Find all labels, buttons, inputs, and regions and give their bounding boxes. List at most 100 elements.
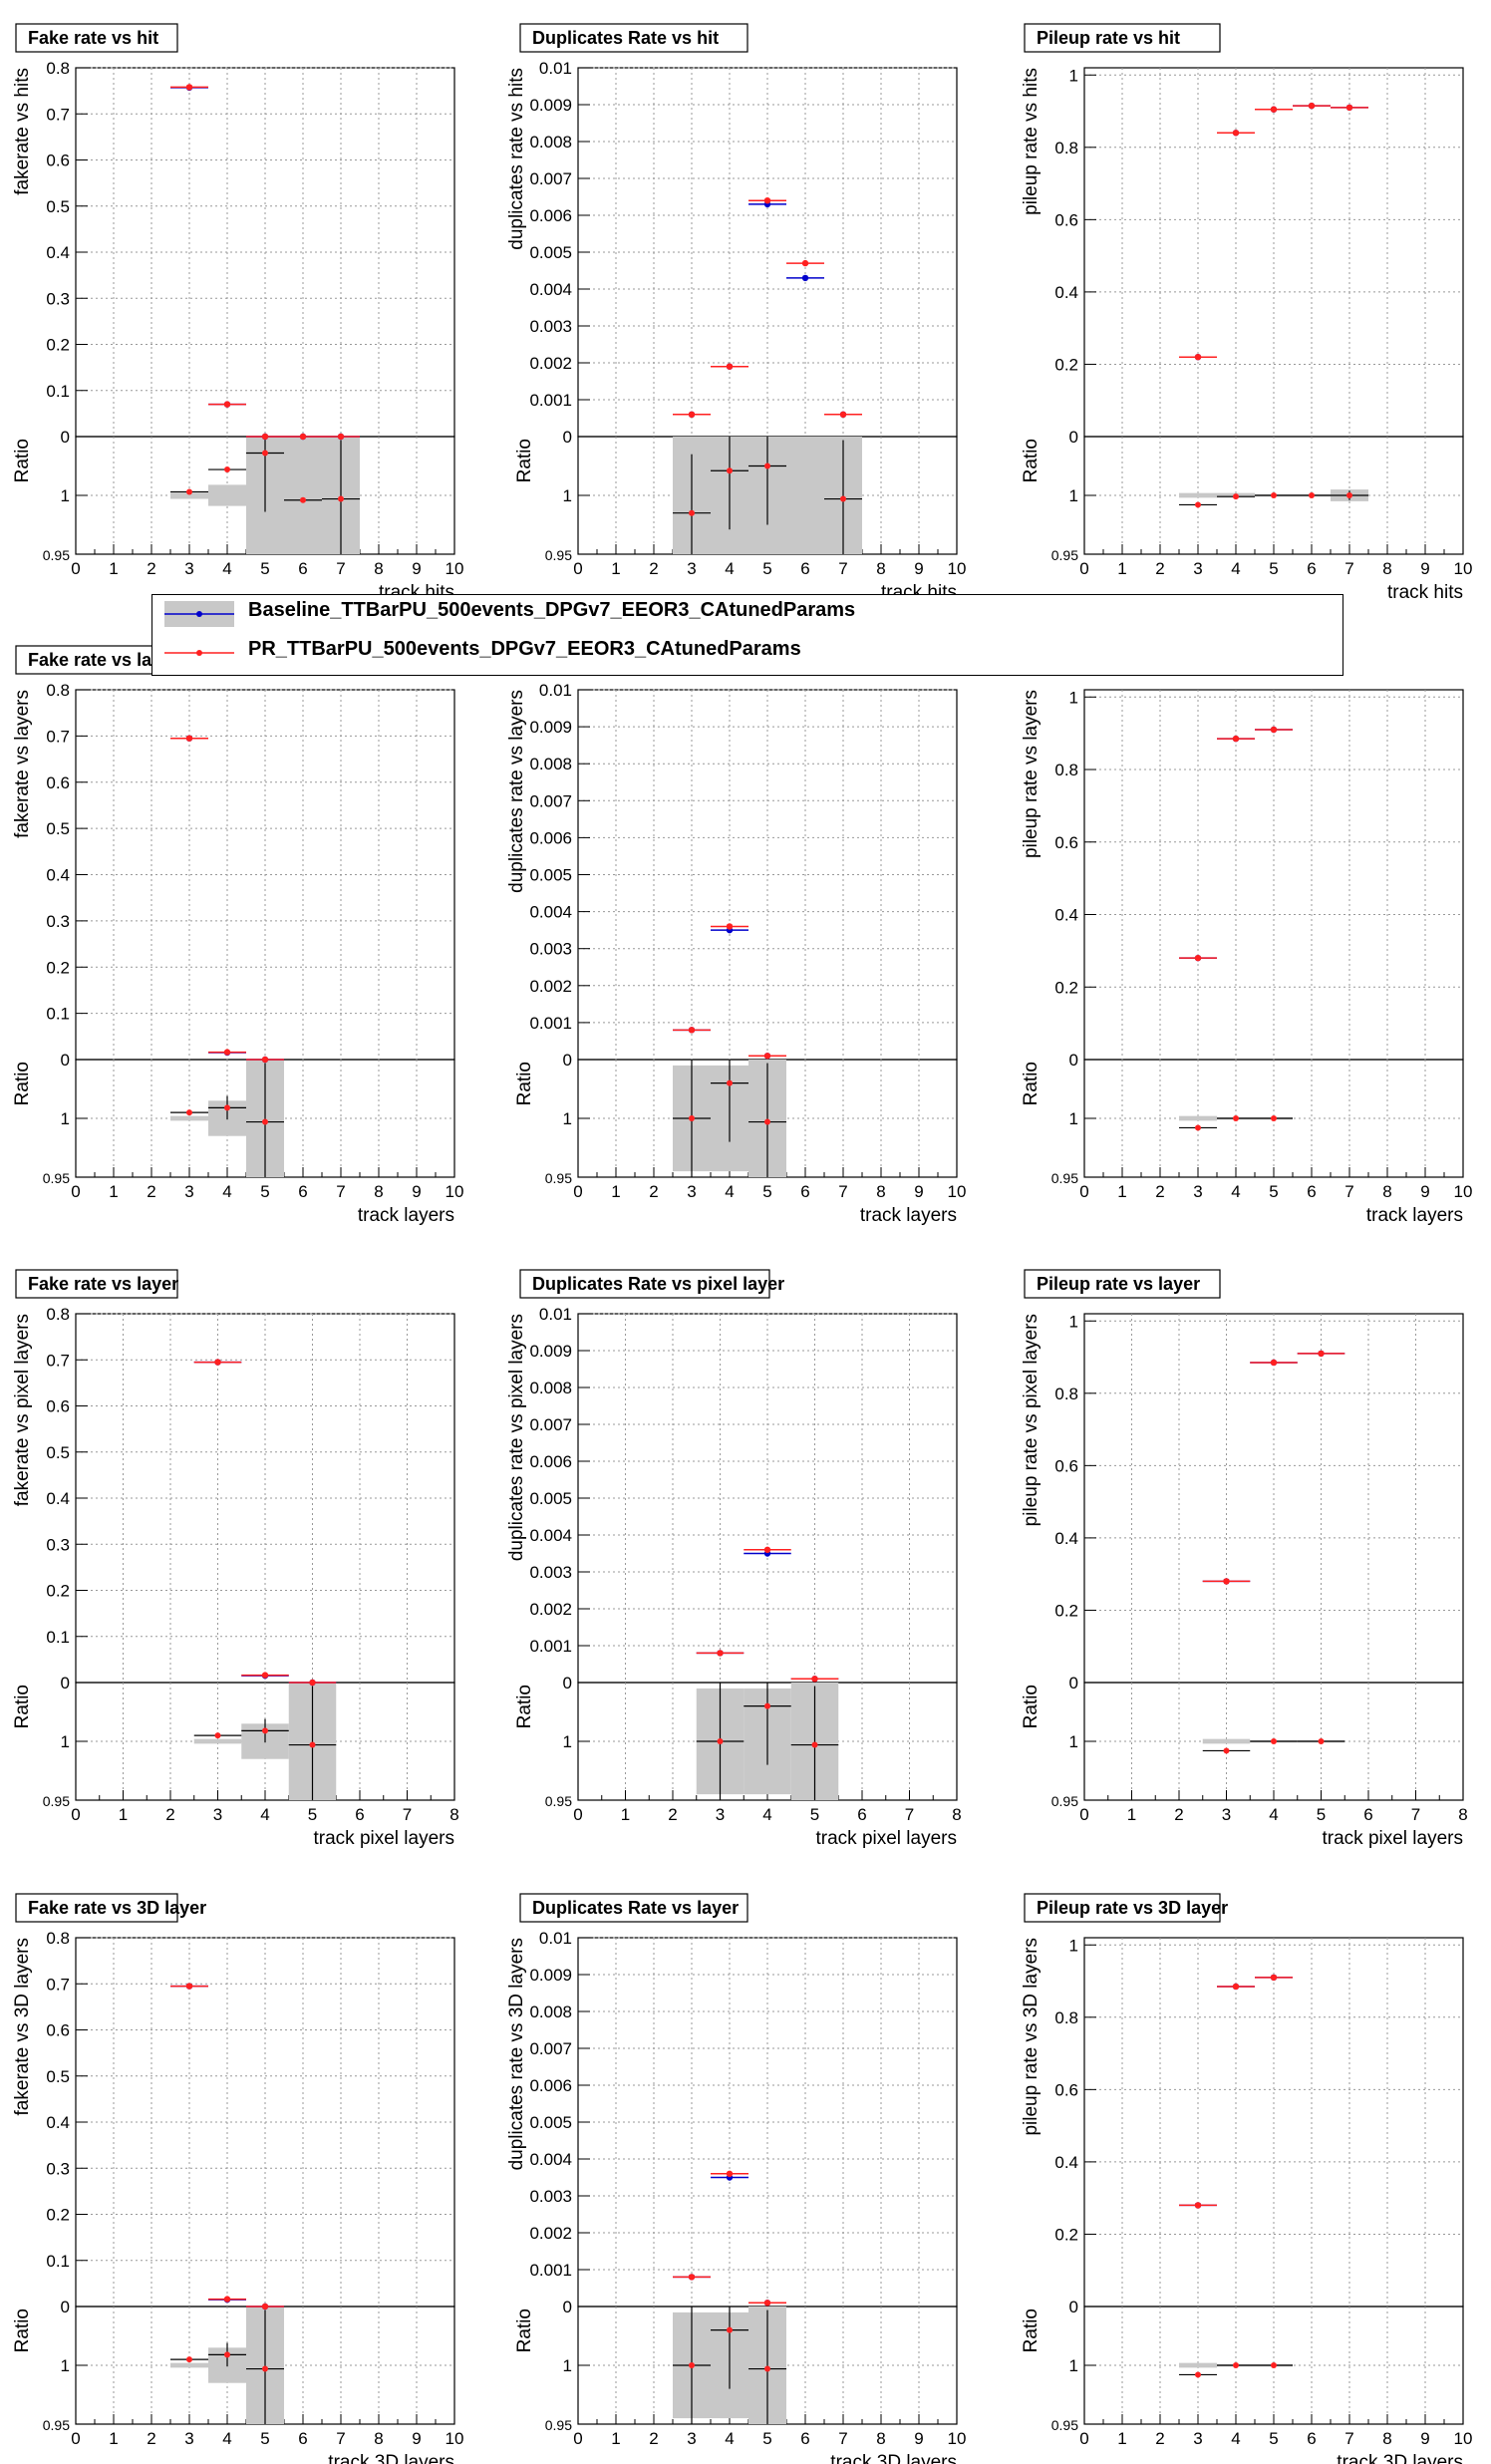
y-axis-label: pileup rate vs layers (1021, 690, 1042, 858)
panel-title: Fake rate vs hit (28, 28, 158, 48)
y-tick-label: 1 (1069, 1312, 1078, 1331)
x-tick-label: 3 (213, 1805, 222, 1824)
y-tick-label: 0.006 (529, 206, 572, 225)
x-tick-label: 4 (1231, 1182, 1240, 1201)
x-tick-label: 4 (725, 559, 734, 578)
panel: Duplicates Rate vs layer01234567891000.0… (506, 645, 966, 1226)
pr-point (1270, 1359, 1278, 1367)
pr-point (1232, 1983, 1240, 1991)
panel-title-box (15, 645, 178, 675)
y-tick-label: 0.003 (529, 1563, 572, 1582)
x-tick-label: 10 (446, 559, 464, 578)
pr-point (1270, 726, 1278, 734)
pr-point (688, 2274, 696, 2281)
x-tick-label: 7 (1344, 559, 1353, 578)
y-tick-label: 0.1 (46, 382, 70, 401)
x-tick-label: 8 (1382, 2429, 1391, 2448)
pr-point (299, 433, 307, 441)
x-tick-label: 0 (573, 1805, 582, 1824)
panel-title-box (1024, 23, 1221, 53)
x-tick-label: 9 (1420, 2429, 1429, 2448)
x-tick-label: 9 (1420, 559, 1429, 578)
y-tick-label: 0.009 (529, 718, 572, 737)
x-tick-label: 0 (71, 2429, 80, 2448)
y-tick-label: 1 (1069, 688, 1078, 707)
panel-title-box (15, 1269, 178, 1299)
pr-point (1194, 954, 1202, 962)
pr-point (811, 1676, 818, 1683)
ratio-y-tick-label: 1 (61, 486, 70, 505)
y-tick-label: 0.007 (529, 791, 572, 810)
pr-point (223, 401, 231, 408)
x-tick-label: 7 (905, 1805, 914, 1824)
x-tick-label: 4 (725, 2429, 734, 2448)
x-tick-label: 9 (412, 2429, 421, 2448)
pr-point (1232, 130, 1240, 137)
y-tick-label: 0.2 (1054, 2225, 1078, 2244)
ratio-y-tick-label: 1 (61, 1109, 70, 1128)
ratio-point (262, 1727, 268, 1734)
y-tick-label: 0 (563, 1674, 572, 1693)
x-axis-label: track 3D layers (328, 2452, 454, 2464)
y-tick-label: 0.008 (529, 1379, 572, 1397)
x-axis-label: track hits (1387, 582, 1463, 603)
pr-point (763, 197, 771, 204)
ratio-band (786, 437, 824, 554)
panel: Fake rate vs 3D layer 0 1 2 3 4 5 6 7 8 9 10 0 0.1 0.2… (12, 1893, 464, 2464)
pr-point (1270, 106, 1278, 113)
baseline-point (801, 274, 809, 282)
x-tick-label: 6 (800, 2429, 809, 2448)
x-tick-label: 9 (914, 2429, 923, 2448)
ratio-axis-label: Ratio (514, 1685, 535, 1728)
ratio-y-tick-label: 0.95 (43, 1793, 70, 1809)
x-tick-label: 0 (573, 1182, 582, 1201)
y-tick-label: 0.009 (529, 1342, 572, 1361)
y-tick-label: 0.7 (46, 105, 70, 124)
ratio-point (309, 1741, 316, 1748)
ratio-point (1195, 1124, 1201, 1131)
ratio-y-tick-label: 0.95 (43, 1170, 70, 1186)
x-tick-label: 7 (336, 2429, 345, 2448)
ratio-point (727, 1079, 733, 1086)
panel-title: Fake rate vs layer (28, 1274, 178, 1294)
panel: Fake rate vs layer 0 1 2 3 4 5 6 7 8 0 0.1 0.2 0.3 0.4… (12, 1269, 459, 1849)
ratio-point (1318, 1738, 1325, 1744)
x-tick-label: 8 (952, 1805, 961, 1824)
y-tick-label: 0.5 (46, 819, 70, 838)
x-axis-label: track pixel layers (816, 1828, 958, 1849)
ratio-y-tick-label: 1 (563, 1732, 572, 1751)
pr-point (223, 2296, 231, 2303)
y-axis-label: duplicates rate vs pixel layers (506, 1314, 527, 1561)
panel-title-box (519, 1269, 770, 1299)
x-tick-label: 10 (446, 2429, 464, 2448)
x-tick-label: 3 (184, 1182, 193, 1201)
x-tick-label: 5 (762, 559, 771, 578)
y-tick-label: 0.006 (529, 1452, 572, 1471)
panel-title: Duplicates Rate vs layer (532, 1898, 739, 1918)
x-tick-label: 7 (838, 2429, 847, 2448)
y-tick-label: 0.007 (529, 2039, 572, 2058)
x-tick-label: 6 (1307, 1182, 1316, 1201)
ratio-point (764, 2365, 770, 2372)
x-axis-label: track pixel layers (1323, 1828, 1464, 1849)
x-tick-label: 0 (1079, 2429, 1088, 2448)
y-tick-label: 0.2 (1054, 355, 1078, 374)
y-tick-label: 0.7 (46, 727, 70, 746)
y-tick-label: 0.007 (529, 169, 572, 188)
y-tick-label: 0.01 (539, 1929, 572, 1948)
pr-point (1308, 102, 1316, 110)
x-tick-label: 2 (649, 559, 658, 578)
y-tick-label: 0.001 (529, 1637, 572, 1656)
ratio-y-tick-label: 1 (563, 486, 572, 505)
ratio-point (764, 1702, 770, 1709)
x-tick-label: 7 (1411, 1805, 1420, 1824)
ratio-point (1271, 2362, 1277, 2368)
x-tick-label: 9 (914, 559, 923, 578)
ratio-point (186, 1109, 192, 1116)
pr-point (763, 2300, 771, 2307)
x-tick-label: 5 (1269, 559, 1278, 578)
x-tick-label: 2 (1155, 559, 1164, 578)
ratio-point (1233, 2362, 1239, 2368)
y-tick-label: 0.4 (46, 2113, 70, 2132)
x-tick-label: 0 (1079, 1805, 1088, 1824)
